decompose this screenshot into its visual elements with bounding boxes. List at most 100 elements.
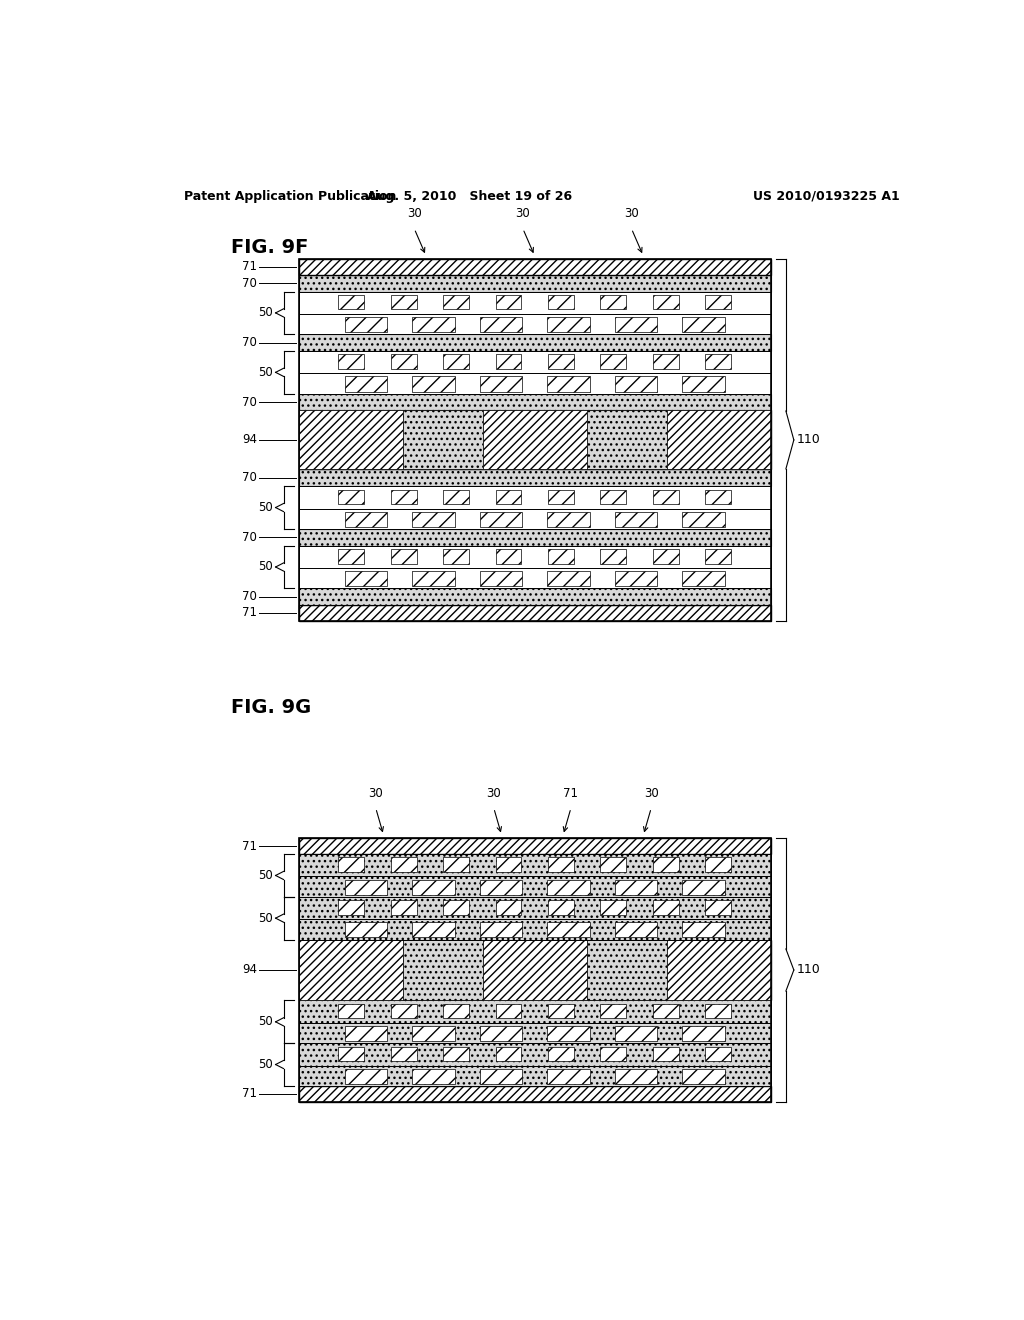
Bar [600, 858, 627, 873]
Bar [548, 294, 573, 309]
Text: 50: 50 [258, 306, 272, 319]
Bar [600, 1047, 627, 1061]
Text: 30: 30 [369, 787, 383, 800]
Text: 70: 70 [243, 531, 257, 544]
Text: 71: 71 [243, 840, 257, 853]
Text: 50: 50 [258, 1015, 272, 1028]
Bar [299, 508, 771, 529]
Bar [479, 1026, 522, 1041]
Text: 30: 30 [624, 207, 639, 220]
Bar [479, 879, 522, 895]
Bar [706, 294, 731, 309]
Bar [338, 1003, 365, 1018]
Bar [547, 512, 590, 527]
Bar [299, 940, 402, 1001]
Bar [299, 876, 771, 896]
Bar [547, 317, 590, 333]
Bar [413, 879, 455, 895]
Bar [706, 354, 731, 368]
Bar [299, 1001, 771, 1023]
Bar [706, 858, 731, 873]
Text: 70: 70 [243, 471, 257, 484]
Bar [299, 1043, 771, 1065]
Bar [299, 919, 771, 940]
Bar [345, 512, 387, 527]
Bar [299, 545, 771, 568]
Text: 71: 71 [563, 787, 579, 800]
Bar [338, 354, 365, 368]
Bar [479, 923, 522, 937]
Bar [706, 1003, 731, 1018]
Bar [299, 486, 771, 508]
Bar [299, 854, 771, 876]
Bar [299, 605, 771, 620]
Bar [682, 572, 725, 586]
Bar [614, 512, 657, 527]
Text: 50: 50 [258, 502, 272, 513]
Bar [653, 549, 679, 564]
Bar [338, 294, 365, 309]
Bar [390, 354, 417, 368]
Bar [413, 512, 455, 527]
Bar [547, 923, 590, 937]
Bar [299, 275, 771, 292]
Text: 50: 50 [258, 1059, 272, 1071]
Text: 110: 110 [797, 964, 821, 977]
Bar [587, 940, 667, 1001]
Bar [548, 1003, 573, 1018]
Bar [706, 1047, 731, 1061]
Bar [614, 376, 657, 392]
Bar [443, 490, 469, 504]
Bar [653, 1003, 679, 1018]
Bar [706, 490, 731, 504]
Bar [600, 1003, 627, 1018]
Bar [479, 317, 522, 333]
Bar [614, 1026, 657, 1041]
Bar [390, 294, 417, 309]
Text: 110: 110 [797, 433, 821, 446]
Text: 50: 50 [258, 561, 272, 573]
Bar [547, 572, 590, 586]
Bar [299, 568, 771, 589]
Bar [479, 1069, 522, 1084]
Bar [682, 1026, 725, 1041]
Bar [345, 879, 387, 895]
Bar [413, 1069, 455, 1084]
Bar [299, 393, 771, 411]
Bar [600, 900, 627, 915]
Text: 50: 50 [258, 869, 272, 882]
Bar [706, 549, 731, 564]
Bar [338, 490, 365, 504]
Bar [443, 858, 469, 873]
Bar [496, 1003, 521, 1018]
Bar [653, 1047, 679, 1061]
Text: 94: 94 [243, 433, 257, 446]
Bar [345, 572, 387, 586]
Bar [402, 940, 482, 1001]
Bar [479, 512, 522, 527]
Bar [547, 376, 590, 392]
Text: 30: 30 [644, 787, 658, 800]
Bar [653, 900, 679, 915]
Bar [496, 900, 521, 915]
Bar [338, 549, 365, 564]
Bar [600, 354, 627, 368]
Bar [548, 1047, 573, 1061]
Bar [299, 1023, 771, 1043]
Bar [390, 900, 417, 915]
Bar [413, 317, 455, 333]
Bar [496, 490, 521, 504]
Text: US 2010/0193225 A1: US 2010/0193225 A1 [753, 190, 900, 202]
Bar [443, 1003, 469, 1018]
Bar [299, 259, 771, 275]
Bar [614, 317, 657, 333]
Bar [338, 858, 365, 873]
Bar [587, 411, 667, 470]
Bar [653, 490, 679, 504]
Bar [299, 838, 771, 854]
Bar [390, 490, 417, 504]
Text: 70: 70 [243, 337, 257, 348]
Bar [548, 549, 573, 564]
Bar [614, 1069, 657, 1084]
Bar [653, 354, 679, 368]
